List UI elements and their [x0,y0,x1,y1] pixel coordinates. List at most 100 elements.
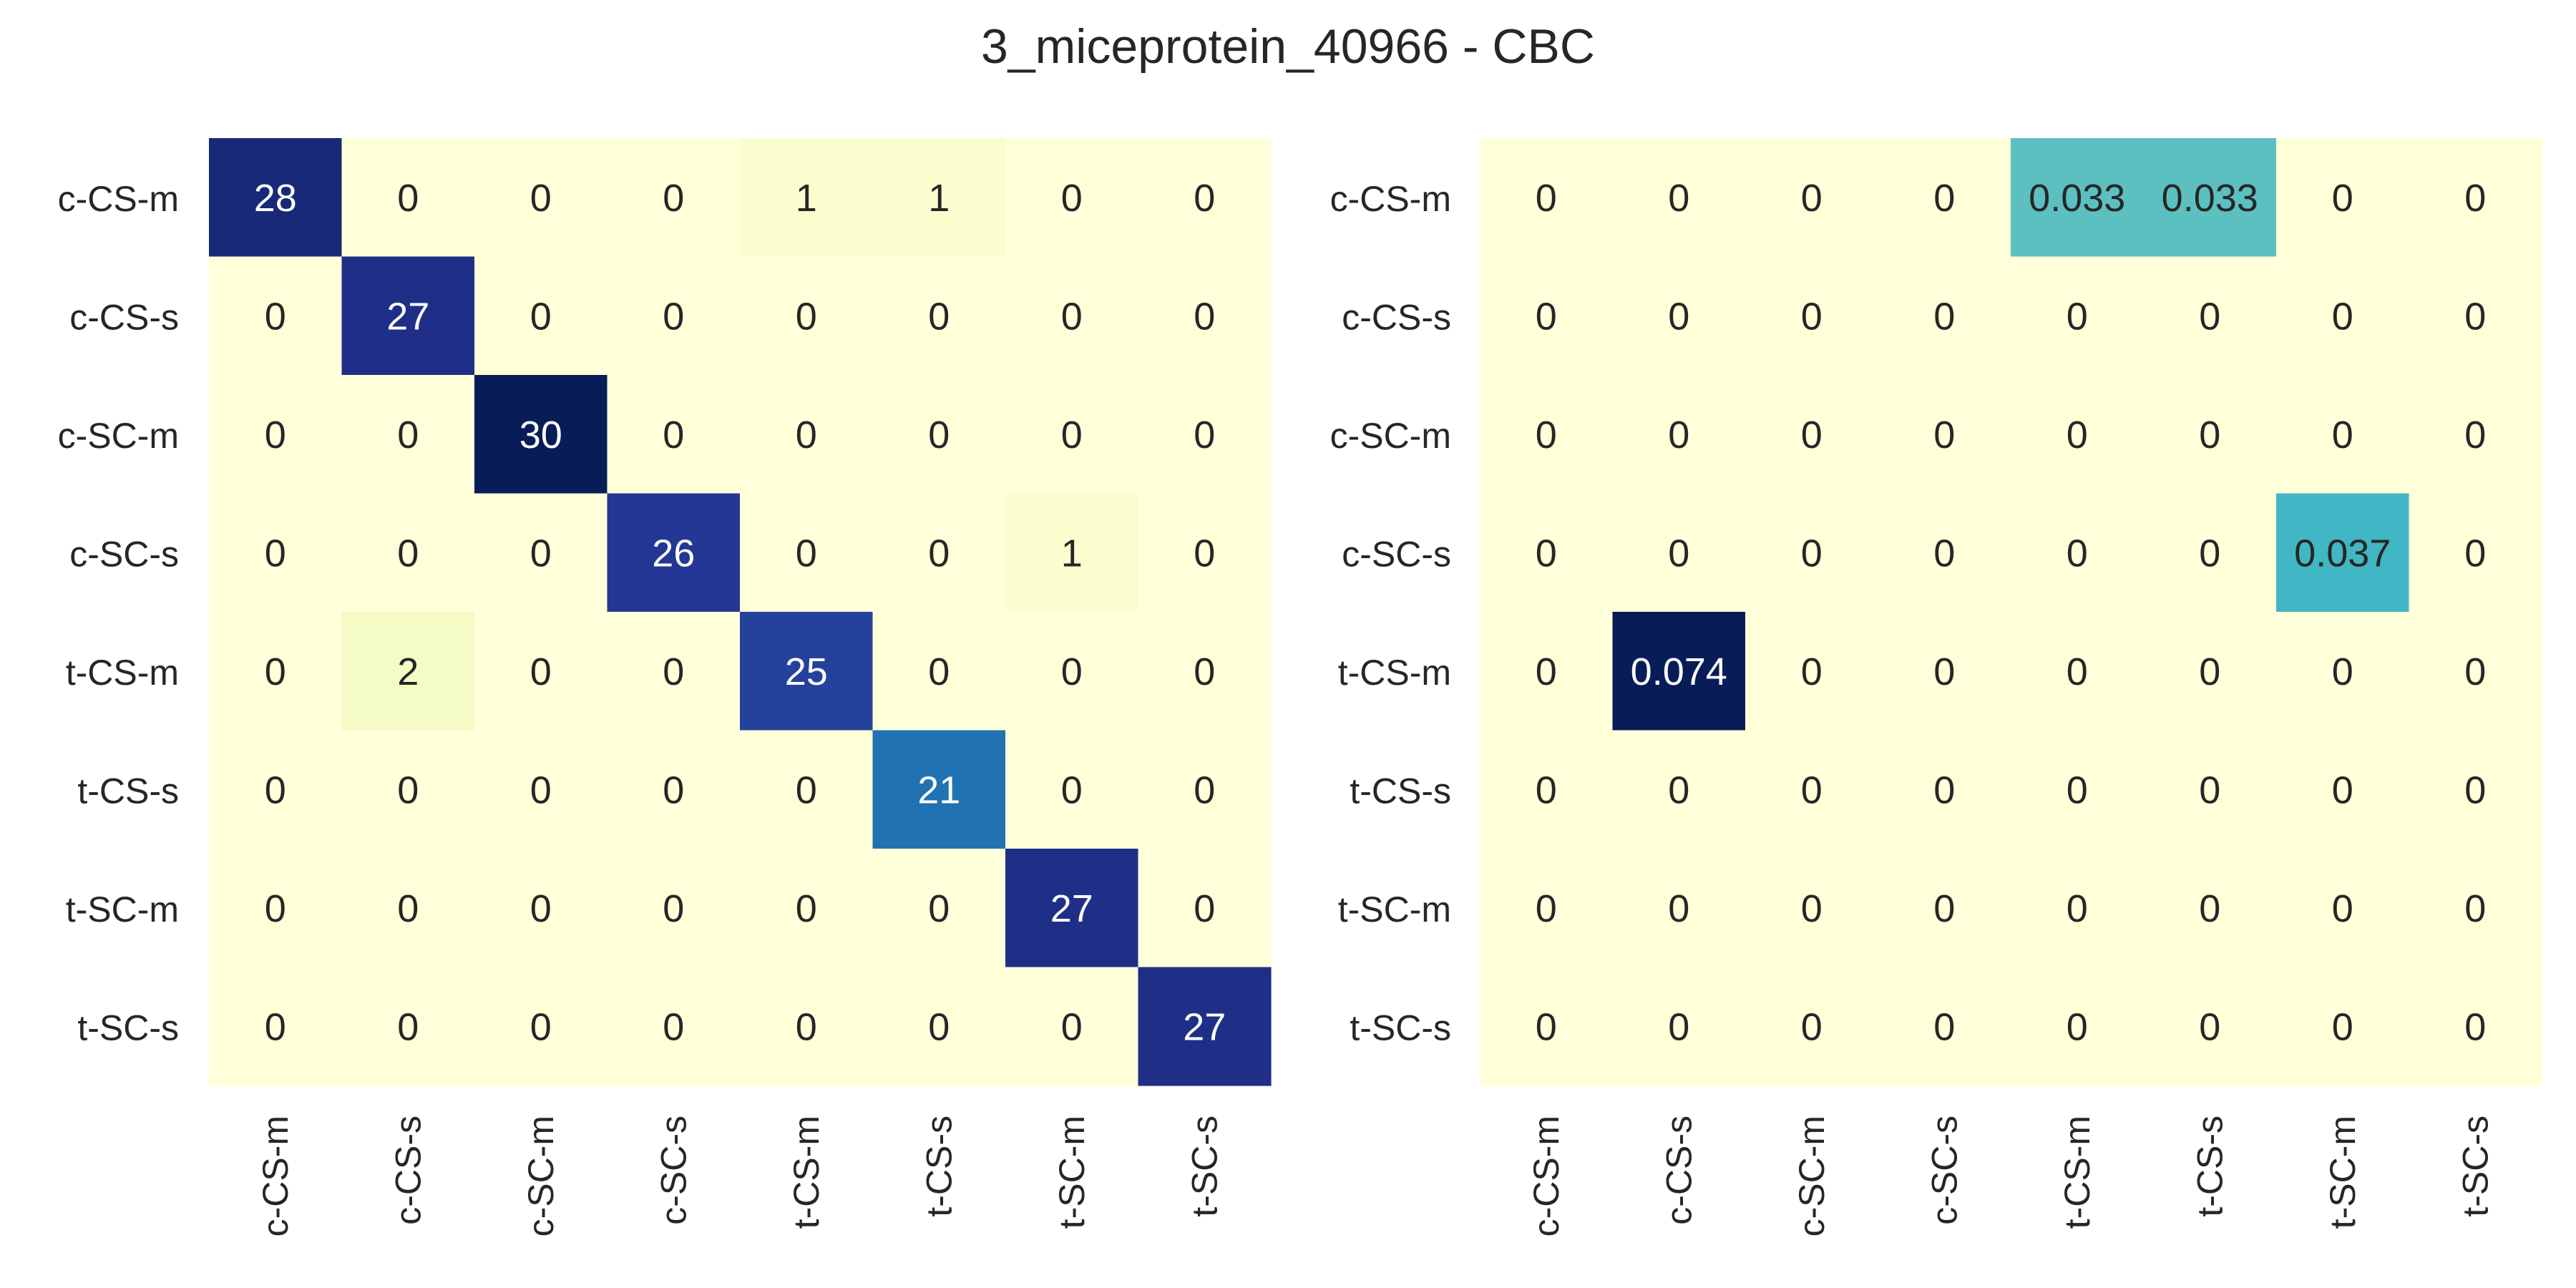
heatmap-0-cell-5-7 [1138,730,1272,849]
heatmap-1-col-label: c-SC-m [1792,1116,1832,1236]
heatmap-0-cell-3-2 [474,493,608,613]
heatmap-1-cell-label-4-4: 0 [2067,650,2088,693]
heatmap-0-cell-label-0-7: 0 [1194,177,1215,220]
heatmap-1-cell-4-3 [1878,612,2011,731]
heatmap-1-cell-label-3-3: 0 [1933,532,1955,575]
heatmap-1-cell-label-7-1: 0 [1668,1005,1689,1048]
heatmap-0-cell-label-3-4: 0 [796,532,817,575]
heatmap-1-cell-6-7 [2409,849,2542,968]
heatmap-1-cell-0-6 [2276,138,2410,258]
heatmap-1-cell-3-1 [1612,493,1746,613]
heatmap-1-cell-label-1-1: 0 [1668,295,1689,338]
heatmap-0-cell-4-6 [1005,612,1139,731]
heatmap-0-cell-label-5-0: 0 [265,769,286,811]
heatmap-1-cell-4-0 [1480,612,1614,731]
heatmap-0-cell-label-2-2: 30 [519,414,562,457]
heatmap-0-cell-label-4-0: 0 [265,650,286,693]
heatmap-0-row-label: c-SC-m [58,416,179,456]
heatmap-0-cell-0-2 [474,138,608,258]
heatmap-1-cell-4-5 [2143,612,2277,731]
heatmap-1-cell-label-5-5: 0 [2199,769,2220,811]
heatmap-1-cell-label-5-3: 0 [1933,769,1955,811]
heatmap-1-cell-label-0-0: 0 [1536,177,1557,220]
heatmap-1-cell-7-2 [1745,967,1879,1086]
heatmap-0-row-label: t-CS-m [66,653,179,693]
heatmap-0-cell-label-0-3: 0 [663,177,684,220]
heatmap-0-cell-3-1 [341,493,475,613]
heatmap-1-cell-2-7 [2409,375,2542,494]
heatmap-0-cell-label-5-6: 0 [1061,769,1083,811]
heatmap-0-cell-label-7-2: 0 [530,1005,552,1048]
heatmap-0-col-label: c-CS-s [388,1116,428,1225]
heatmap-0-cell-3-5 [872,493,1006,613]
heatmap-0-cell-6-1 [341,849,475,968]
heatmap-1-cell-label-7-4: 0 [2067,1005,2088,1048]
heatmap-1-cell-7-5 [2143,967,2277,1086]
heatmap-0-cell-label-5-4: 0 [796,769,817,811]
heatmap-0-cell-label-7-5: 0 [928,1005,950,1048]
heatmap-0-cell-2-1 [341,375,475,494]
heatmap-0-cell-label-5-2: 0 [530,769,552,811]
heatmap-0-cell-label-6-5: 0 [928,887,950,930]
chart-title: 3_miceprotein_40966 - CBC [980,19,1596,74]
heatmap-1-cell-3-2 [1745,493,1879,613]
heatmap-1-cell-2-4 [2011,375,2145,494]
heatmap-0-cell-label-3-0: 0 [265,532,286,575]
heatmap-0-cell-3-6 [1005,493,1139,613]
heatmap-0-cell-label-5-5: 21 [917,769,960,811]
heatmap-0-cell-2-5 [872,375,1006,494]
heatmap-1-cell-label-2-2: 0 [1801,414,1823,457]
heatmap-1-cell-4-4 [2011,612,2145,731]
heatmap-0-cell-5-1 [341,730,475,849]
heatmap-1-cell-4-1 [1612,612,1746,731]
heatmap-1-cell-0-7 [2409,138,2542,258]
heatmap-0-cell-label-5-1: 0 [397,769,419,811]
heatmap-0-cell-label-3-7: 0 [1194,532,1215,575]
heatmap-1-cell-label-6-1: 0 [1668,887,1689,930]
heatmap-1-cell-5-3 [1878,730,2011,849]
heatmap-1-cell-0-3 [1878,138,2011,258]
heatmap-0-cell-4-4 [740,612,874,731]
heatmap-right: 0 0 0 0 0.033 0.033 0 0 0 0 0 0 0 0 0 0 0 0 0 0 0 0 0 0 0 0 0 0 0 0 0.… [1330,138,2542,1236]
heatmap-0-cell-2-2 [474,375,608,494]
heatmap-0-cell-7-6 [1005,967,1139,1086]
heatmap-0-cell-3-7 [1138,493,1272,613]
heatmap-0-cell-6-3 [607,849,741,968]
heatmap-1-row-label: t-SC-s [1350,1008,1451,1048]
heatmap-0-cell-label-2-1: 0 [397,414,419,457]
heatmap-0-cell-label-4-5: 0 [928,650,950,693]
heatmap-left: 28 0 0 0 1 1 0 0 0 27 0 0 0 0 0 0 0 0 30 0 0 0 0 0 0 0 0 26 0 0 1 0 0 2 0 0… [58,138,1272,1236]
heatmap-0-cell-3-0 [209,493,343,613]
heatmap-0-row-label: t-SC-m [66,889,179,930]
heatmap-0-cell-label-2-6: 0 [1061,414,1083,457]
heatmap-1-cell-1-3 [1878,256,2011,376]
heatmap-1-cell-label-7-0: 0 [1536,1005,1557,1048]
heatmap-0-cell-label-6-1: 0 [397,887,419,930]
heatmap-0-cell-label-2-7: 0 [1194,414,1215,457]
heatmap-1-cell-label-4-7: 0 [2464,650,2486,693]
heatmap-0-cell-label-4-6: 0 [1061,650,1083,693]
heatmap-0-cell-6-5 [872,849,1006,968]
heatmap-1-row-label: t-CS-m [1338,653,1451,693]
heatmap-0-cell-label-6-7: 0 [1194,887,1215,930]
heatmap-0-cell-label-7-6: 0 [1061,1005,1083,1048]
heatmap-0-cell-1-2 [474,256,608,376]
heatmap-1-cell-label-1-2: 0 [1801,295,1823,338]
heatmap-1-cell-7-3 [1878,967,2011,1086]
heatmap-0-cell-2-7 [1138,375,1272,494]
heatmap-1-cell-1-0 [1480,256,1614,376]
heatmap-0-cell-label-4-1: 2 [397,650,419,693]
heatmap-1-cell-4-6 [2276,612,2410,731]
heatmap-0-cell-2-3 [607,375,741,494]
heatmap-1-cell-2-6 [2276,375,2410,494]
heatmap-0-cell-label-4-4: 25 [785,650,828,693]
heatmap-0-row-label: t-CS-s [77,771,179,811]
heatmap-1-cell-5-2 [1745,730,1879,849]
heatmap-0-row-label: t-SC-s [77,1008,179,1048]
heatmap-0-cell-label-1-2: 0 [530,295,552,338]
heatmap-0-col-label: t-CS-m [786,1116,826,1229]
heatmap-0-col-label: t-SC-m [1052,1116,1092,1229]
heatmap-1-cell-label-2-3: 0 [1933,414,1955,457]
heatmap-1-cell-0-1 [1612,138,1746,258]
heatmap-1-cell-3-6 [2276,493,2410,613]
